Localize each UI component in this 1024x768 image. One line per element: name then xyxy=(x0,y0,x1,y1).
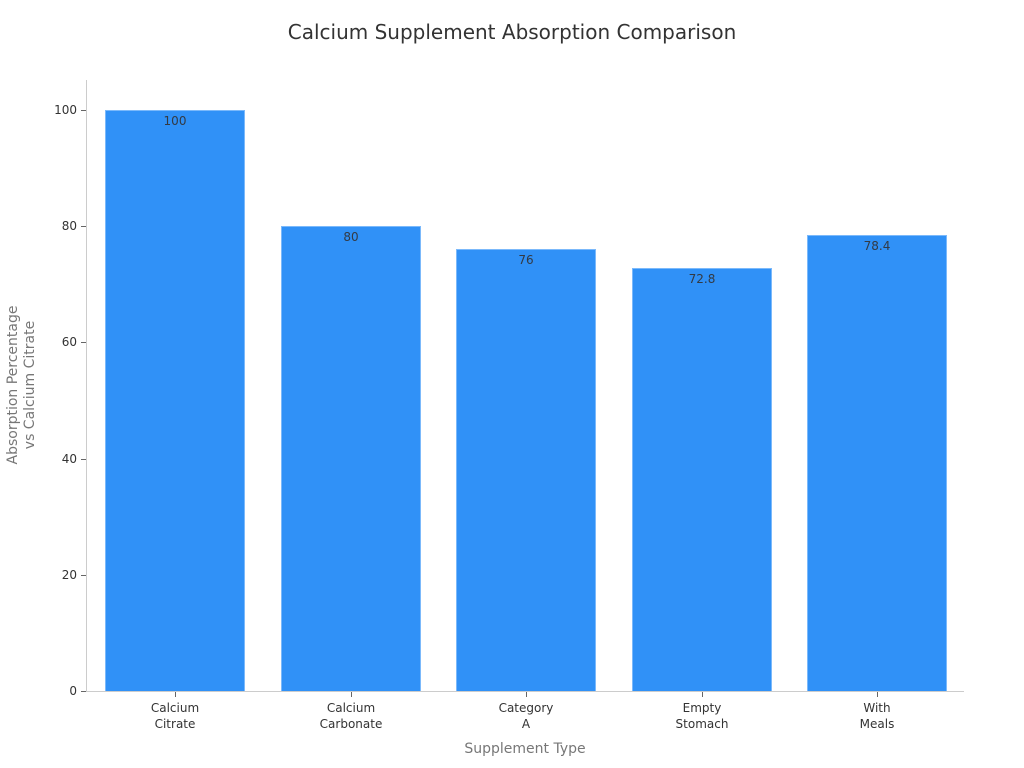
x-tick-label: Calcium Citrate xyxy=(150,701,200,731)
y-axis-title-line: Absorption Percentage xyxy=(5,305,21,465)
x-tick-mark xyxy=(526,692,527,697)
y-tick-mark xyxy=(81,691,86,692)
bar-value-label: 80 xyxy=(343,230,359,244)
x-axis-line xyxy=(86,691,964,692)
bar: 72.8 xyxy=(632,268,772,691)
bar: 80 xyxy=(281,226,421,691)
y-tick: 60 xyxy=(0,335,86,356)
y-tick: 40 xyxy=(0,452,86,473)
x-tick-label: With Meals xyxy=(859,701,895,731)
y-tick-label: 60 xyxy=(61,335,77,349)
y-tick-mark xyxy=(81,459,86,460)
bar-value-label: 78.4 xyxy=(863,239,891,253)
y-tick-mark xyxy=(81,226,86,227)
x-tick-mark xyxy=(351,692,352,697)
x-tick-label: Calcium Carbonate xyxy=(319,701,383,731)
bar: 78.4 xyxy=(807,235,947,691)
x-tick-mark xyxy=(702,692,703,697)
x-axis-title: Supplement Type xyxy=(464,741,586,757)
bar: 76 xyxy=(456,249,596,691)
y-axis-title-line: vs Calcium Citrate xyxy=(22,320,38,450)
bar: 100 xyxy=(105,110,245,691)
y-tick: 80 xyxy=(0,219,86,240)
y-tick-label: 100 xyxy=(54,103,77,117)
y-tick-mark xyxy=(81,110,86,111)
y-tick: 100 xyxy=(0,103,86,124)
y-axis-line xyxy=(86,80,87,692)
y-axis-title: Absorption Percentage vs Calcium Citrate xyxy=(5,225,39,545)
chart-title: Calcium Supplement Absorption Comparison xyxy=(287,20,737,44)
y-tick-label: 80 xyxy=(61,219,77,233)
y-tick-label: 40 xyxy=(61,452,77,466)
x-tick-label: Empty Stomach xyxy=(675,701,729,731)
y-tick-mark xyxy=(81,575,86,576)
bar-value-label: 76 xyxy=(518,253,534,267)
x-tick-mark xyxy=(175,692,176,697)
bar-value-label: 100 xyxy=(163,114,187,128)
y-tick-label: 20 xyxy=(61,568,77,582)
y-tick: 20 xyxy=(0,568,86,589)
x-tick-mark xyxy=(877,692,878,697)
bar-value-label: 72.8 xyxy=(688,272,716,286)
y-tick-label: 0 xyxy=(69,684,77,698)
x-tick-label: Category A xyxy=(498,701,554,731)
y-tick: 0 xyxy=(0,684,86,705)
y-tick-mark xyxy=(81,342,86,343)
